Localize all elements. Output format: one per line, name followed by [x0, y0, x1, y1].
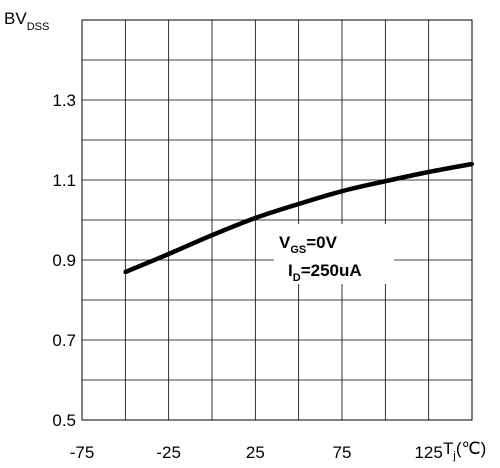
- annotation-id: ID=250uA: [288, 261, 362, 284]
- y-tick-label: 1.1: [52, 171, 76, 190]
- y-tick-labels: 0.5 0.7 0.9 1.1 1.3: [52, 91, 76, 430]
- plot-frame: [81, 19, 473, 421]
- data-point: [296, 202, 301, 206]
- data-point: [383, 179, 388, 184]
- annotation-vgs-rest: =0V: [306, 233, 337, 252]
- data-point: [210, 233, 214, 238]
- x-tick-label: -75: [70, 443, 95, 462]
- x-axis-label-main: T: [443, 439, 453, 458]
- y-tick-label: 0.9: [52, 251, 76, 270]
- data-point: [166, 252, 171, 256]
- y-axis-label: BVDSS: [4, 9, 49, 33]
- y-tick-label: 0.7: [52, 331, 76, 350]
- y-tick-label: 0.5: [52, 411, 76, 430]
- annotation-id-main: I: [288, 261, 293, 280]
- data-point: [253, 216, 258, 220]
- data-point: [426, 170, 431, 174]
- data-point: [470, 162, 474, 166]
- grid-lines: [82, 20, 472, 420]
- annotation-id-rest: =250uA: [301, 261, 362, 280]
- y-tick-label: 1.3: [52, 91, 76, 110]
- annotation-id-sub: D: [293, 272, 301, 284]
- x-tick-labels: -75 -25 25 75 125: [70, 443, 443, 462]
- x-tick-label: -25: [156, 443, 181, 462]
- annotation-background: [274, 224, 394, 284]
- y-axis-label-sub: DSS: [27, 21, 50, 33]
- data-point: [340, 189, 344, 194]
- x-axis-label-unit: (℃): [456, 439, 486, 458]
- series-points: [123, 162, 474, 274]
- x-tick-label: 75: [333, 443, 352, 462]
- annotation-vgs: VGS=0V: [279, 233, 338, 256]
- annotation-vgs-sub: GS: [290, 244, 306, 256]
- x-axis-label: Tj(℃): [443, 439, 486, 462]
- x-tick-label: 25: [246, 443, 265, 462]
- y-axis-label-main: BV: [4, 9, 27, 28]
- data-point: [123, 270, 128, 274]
- x-axis-label-sub: j: [452, 450, 455, 462]
- annotation-vgs-main: V: [279, 233, 291, 252]
- x-tick-label: 125: [414, 443, 442, 462]
